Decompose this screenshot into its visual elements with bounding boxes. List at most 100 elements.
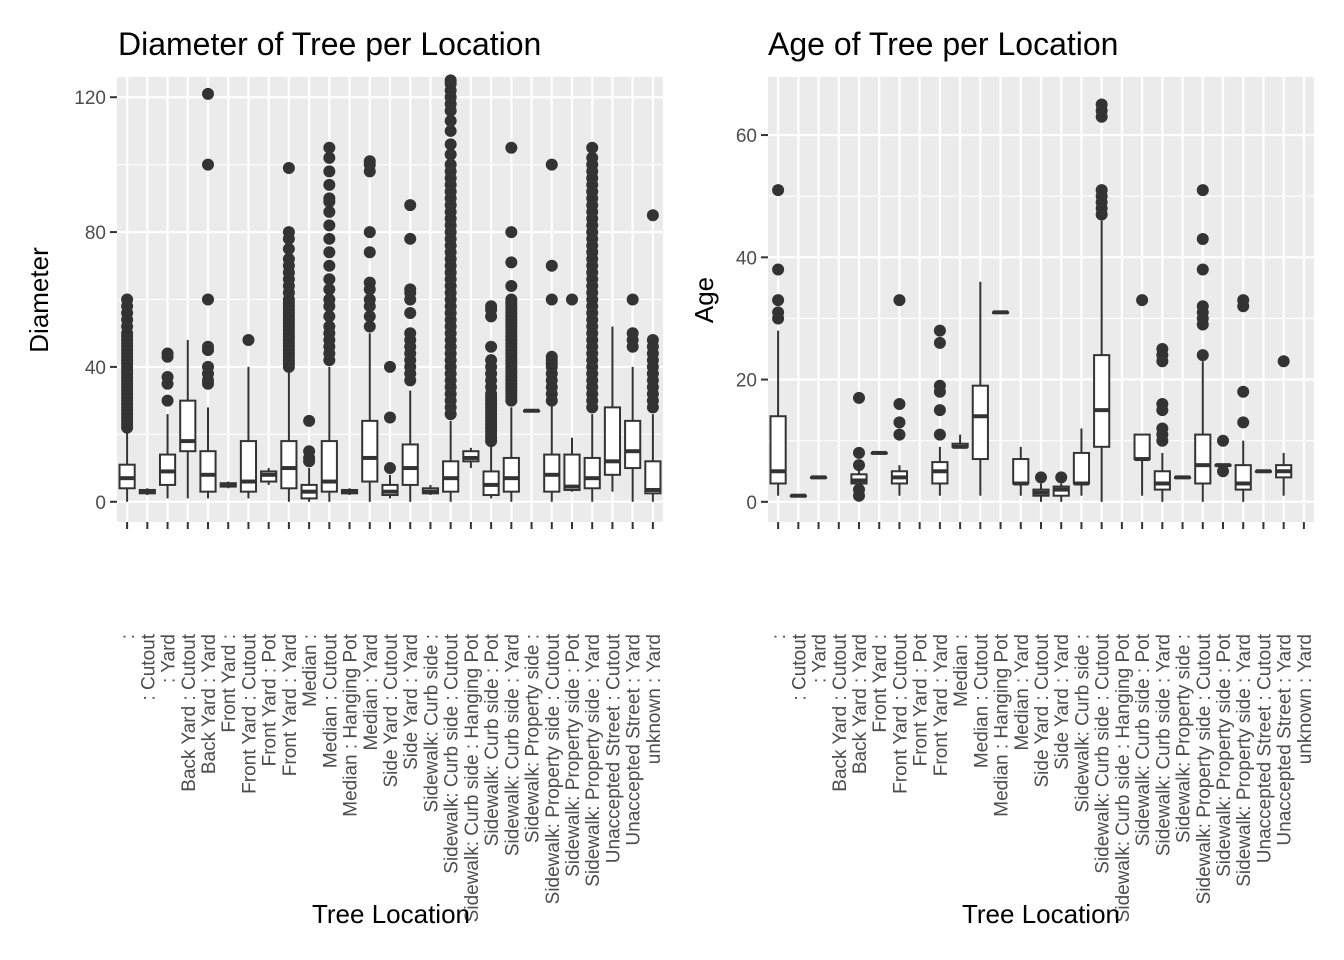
age-box-4 [850,391,868,502]
age-box-23 [1234,294,1252,502]
x-tick-label: Sidewalk: Property side : [523,634,544,843]
diameter-box-2 [158,347,177,499]
outlier-point [444,148,457,161]
iqr-box [1072,451,1091,485]
y-axis-title: Age [689,277,719,323]
diameter-box-19 [502,141,520,502]
outlier-point [323,310,336,323]
x-tick-label: : [118,634,139,639]
x-tick-label: Side Yard : Yard [1052,634,1073,770]
outlier-point [893,398,906,411]
age-box-11 [991,310,1010,315]
x-tick-label: Sidewalk: Curb side : Yard [502,634,523,856]
outlier-point [545,259,558,272]
x-tick-label: Unaccepted Street : Cutout [603,633,624,863]
x-tick-label: Sidewalk: Curb side : Yard [1153,634,1174,856]
diameter-box-11 [340,488,359,496]
outlier-point [505,280,518,293]
x-tick-label: Median : [951,634,972,707]
outlier-point [323,219,336,232]
outlier-point [323,205,336,218]
iqr-box [644,460,662,495]
iqr-box [769,415,787,485]
age-box-8 [931,324,949,496]
age-box-22 [1214,434,1232,478]
x-tick-label: Front Yard : [219,634,240,733]
x-tick-label: Back Yard : Cutout [179,633,200,791]
iqr-box [239,440,258,493]
outlier-point [586,141,599,154]
y-tick-label: 60 [736,126,757,147]
outlier-point [444,114,457,127]
outlier-point [1196,184,1209,197]
outlier-point [853,391,865,404]
outlier-point [893,294,906,307]
chart-title: Diameter of Tree per Location [118,26,541,62]
outlier-point [1055,471,1068,484]
diameter-box-9 [300,414,318,502]
diameter-box-6 [239,333,258,499]
x-tick-label: Unaccepted Street : Yard [624,634,645,846]
x-tick-label: Front Yard : Pot [911,633,932,766]
outlier-point [485,340,498,353]
age-box-15 [1072,428,1091,496]
diameter-box-8 [280,162,298,502]
outlier-point [363,320,376,333]
diameter-box-5 [219,481,237,489]
outlier-point [772,294,785,307]
y-tick-label: 0 [746,493,757,514]
outlier-point [853,459,865,472]
diameter-box-1 [138,488,156,496]
outlier-point [505,256,518,269]
outlier-point [444,158,457,171]
outlier-point [363,226,376,239]
outlier-point [282,242,295,255]
outlier-point [121,293,134,306]
outlier-point [505,226,518,239]
x-tick-label: : Cutout [789,633,810,700]
outlier-point [282,226,295,239]
outlier-point [404,306,417,319]
x-tick-label: Back Yard : Yard [850,634,871,774]
outlier-point [363,310,376,323]
outlier-point [646,333,659,346]
diameter-box-20 [522,408,541,413]
outlier-point [1237,294,1250,307]
iqr-box [1153,470,1171,491]
age-box-14 [1052,471,1070,502]
outlier-point [545,293,558,306]
x-tick-label: Back Yard : Yard [199,634,220,774]
x-tick-label: Front Yard : Cutout [239,633,260,794]
outlier-point [933,428,946,441]
outlier-point [323,283,336,296]
outlier-point [161,394,174,407]
diameter-box-12 [361,155,379,502]
outlier-point [323,259,336,272]
outlier-point [363,246,376,259]
x-tick-label: : Yard [159,634,180,683]
diameter-box-0 [118,293,136,502]
diameter-box-4 [199,87,217,499]
outlier-point [1277,355,1290,368]
x-tick-label: Side Yard : Cutout [1032,633,1053,787]
outlier-point [323,192,336,205]
outlier-point [323,293,336,306]
outlier-point [303,445,316,458]
outlier-point [202,360,214,373]
diameter-box-14 [401,199,419,502]
outlier-point [772,184,785,197]
outlier-point [161,347,174,360]
outlier-point [545,350,558,363]
x-tick-label: Sidewalk: Curb side : Pot [1133,633,1154,846]
outlier-point [1196,232,1209,245]
age-box-21 [1194,184,1212,502]
x-tick-label: Unaccepted Street : Yard [1275,634,1296,846]
y-tick-label: 80 [85,223,106,244]
x-tick-label: Sidewalk: Property side : Yard [1234,634,1255,887]
x-tick-label: Front Yard : Cutout [890,633,911,794]
outlier-point [323,246,336,259]
age-box-2 [809,475,828,480]
plot-panel [117,77,663,522]
outlier-point [282,162,295,175]
outlier-point [202,158,214,171]
